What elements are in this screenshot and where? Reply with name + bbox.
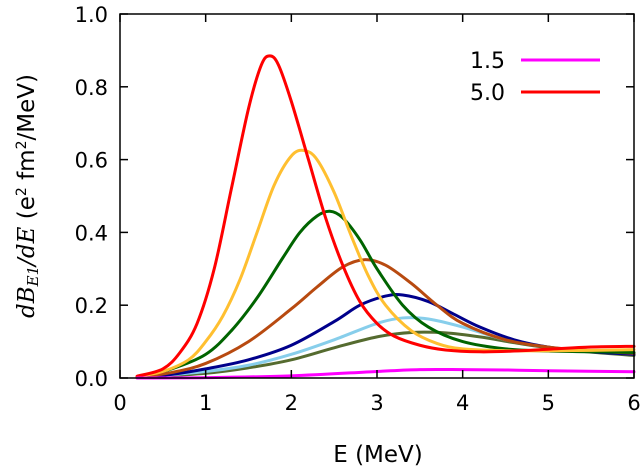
y-axis-label-d1: dB	[14, 286, 40, 318]
y-tick-label-0.2: 0.2	[75, 294, 108, 318]
x-tick-label-6: 6	[627, 391, 640, 415]
series-line-3	[135, 148, 636, 379]
y-axis-units-sup2: 2	[14, 140, 30, 149]
curves-layer	[135, 54, 636, 380]
y-axis-units-sup: 2	[14, 187, 30, 196]
x-tick-label-1: 1	[199, 391, 212, 415]
y-axis-units-mid: fm	[14, 149, 40, 187]
series-line-2	[135, 54, 636, 378]
legend-label-2: 5.0	[470, 81, 505, 106]
y-tick-label-0.6: 0.6	[75, 149, 108, 173]
x-axis-label: E (MeV)	[333, 442, 423, 468]
series-line-5	[135, 258, 636, 379]
y-tick-label-0.8: 0.8	[75, 76, 108, 100]
legend-label-1: 1.5	[470, 49, 505, 74]
legend: 1.55.0	[470, 49, 600, 106]
x-tick-label-0: 0	[113, 391, 126, 415]
y-tick-label-0.0: 0.0	[75, 367, 108, 391]
x-tick-label-3: 3	[370, 391, 383, 415]
y-axis-units-pre: (e	[14, 196, 40, 226]
y-axis-units-post: /MeV)	[14, 74, 40, 140]
x-tick-label-4: 4	[456, 391, 469, 415]
y-tick-label-1.0: 1.0	[75, 3, 108, 27]
y-axis-label-subscript: E1	[24, 266, 42, 288]
x-tick-label-5: 5	[542, 391, 555, 415]
y-axis-label-d2: /dE	[14, 226, 40, 267]
ticks-layer: 0 1 2 3 4 5 6 0.0 0.2 0.4 0.6 0.8 1.0	[75, 3, 641, 415]
x-tick-label-2: 2	[285, 391, 298, 415]
y-tick-label-0.4: 0.4	[75, 221, 108, 245]
y-axis-label: dBE1/dE (e2 fm2/MeV)	[14, 74, 42, 318]
